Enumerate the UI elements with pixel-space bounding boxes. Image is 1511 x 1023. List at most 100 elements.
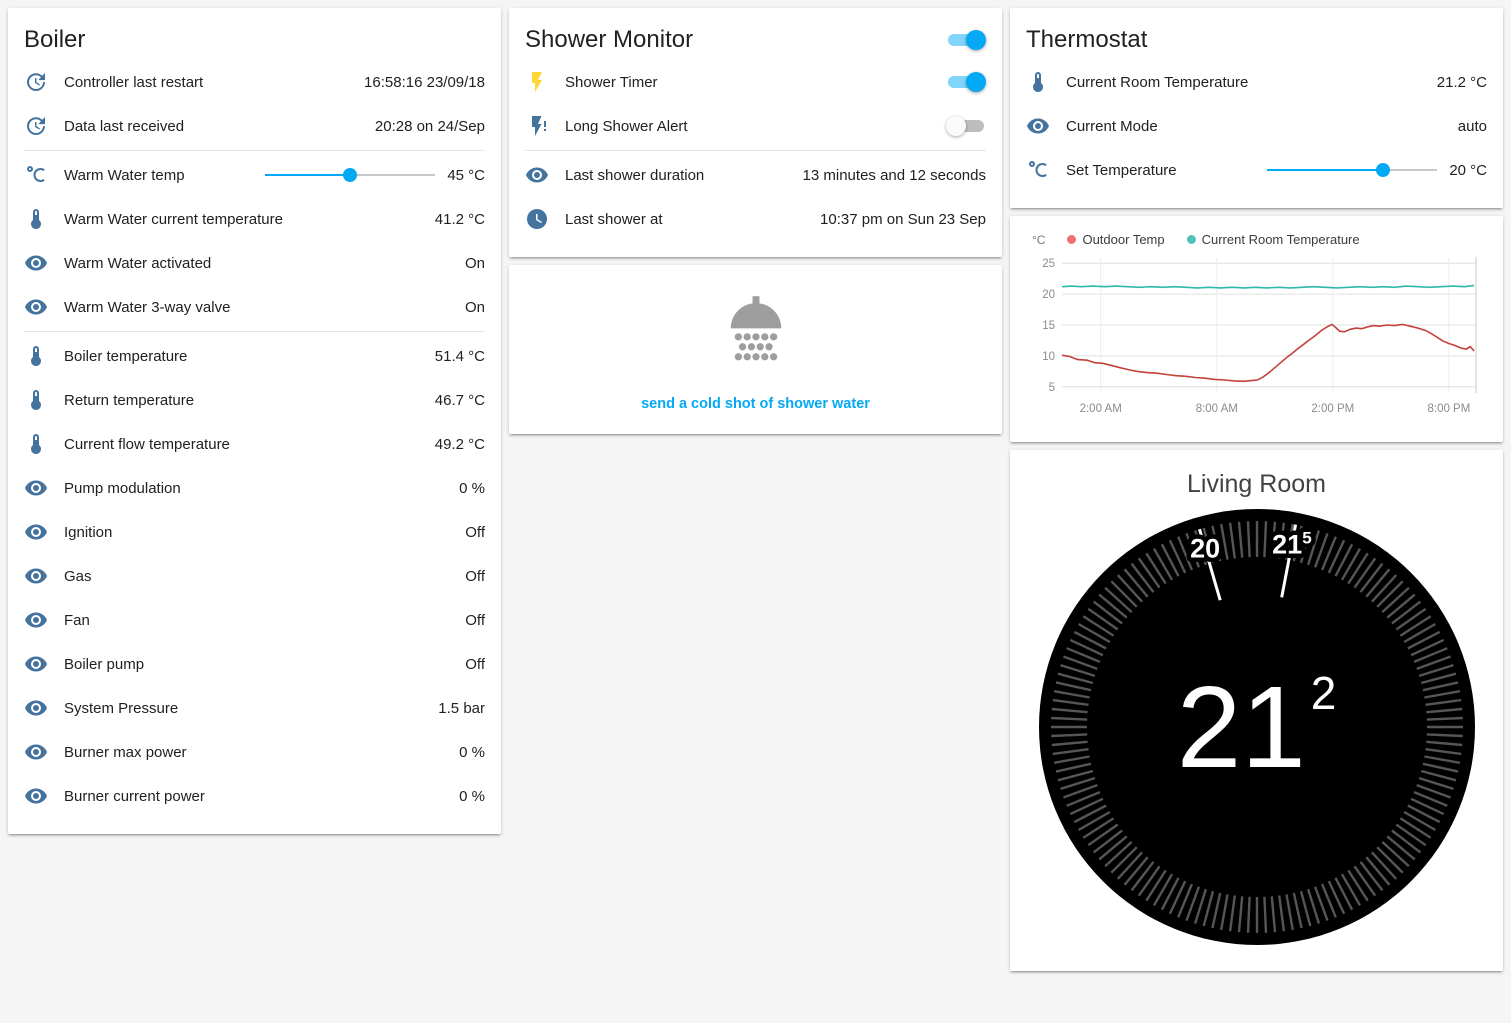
- entity-value: Off: [465, 655, 485, 673]
- toggle-switch[interactable]: [946, 72, 986, 92]
- divider: [525, 150, 986, 151]
- entity-label: Warm Water 3-way valve: [64, 298, 231, 316]
- entity-label: Gas: [64, 567, 92, 585]
- entity-label: Data last received: [64, 117, 185, 135]
- shower-monitor-toggle-switch[interactable]: [946, 30, 986, 50]
- toggle-switch[interactable]: [946, 116, 986, 136]
- legend-item[interactable]: Outdoor Temp: [1067, 232, 1165, 247]
- entity-row[interactable]: Current Room Temperature 21.2 °C: [1026, 60, 1487, 104]
- entity-label: Warm Water activated: [64, 254, 212, 272]
- shower-monitor-card: Shower Monitor Shower Timer Long Shower A…: [509, 8, 1002, 257]
- thermometer-icon: [24, 388, 48, 412]
- entity-row[interactable]: Boiler temperature 51.4 °C: [24, 334, 485, 378]
- card-title-boiler: Boiler: [24, 26, 86, 53]
- clock-restart-icon: [24, 114, 48, 138]
- boiler-rows: Controller last restart 16:58:16 23/09/18…: [24, 60, 485, 818]
- svg-text:8:00 PM: 8:00 PM: [1427, 403, 1470, 415]
- eye-icon: [24, 476, 48, 500]
- entity-value: 10:37 pm on Sun 23 Sep: [820, 210, 986, 228]
- entity-label: Return temperature: [64, 391, 195, 409]
- legend-dot: [1186, 235, 1196, 244]
- legend-label: Current Room Temperature: [1201, 232, 1360, 247]
- flash-icon: [525, 70, 549, 94]
- entity-row[interactable]: Ignition Off: [24, 510, 485, 554]
- entity-label: Long Shower Alert: [565, 117, 688, 135]
- entity-row[interactable]: Current flow temperature 49.2 °C: [24, 422, 485, 466]
- eye-icon: [24, 564, 48, 588]
- eye-icon: [1026, 114, 1050, 138]
- entity-label: Controller last restart: [64, 73, 204, 91]
- svg-text:5: 5: [1049, 382, 1055, 394]
- cold-shot-button[interactable]: send a cold shot of shower water: [641, 396, 870, 412]
- entity-label: Warm Water current temperature: [64, 210, 283, 228]
- svg-text:20: 20: [1190, 533, 1220, 563]
- entity-label: Pump modulation: [64, 479, 181, 497]
- thermometer-icon: [24, 207, 48, 231]
- entity-value: On: [464, 254, 485, 272]
- entity-value: Off: [465, 611, 485, 629]
- shower-head-icon: [710, 287, 802, 384]
- entity-row[interactable]: Warm Water temp 45 °C: [24, 153, 485, 197]
- entity-label: Last shower duration: [565, 166, 705, 184]
- eye-icon: [24, 696, 48, 720]
- entity-row[interactable]: Last shower duration 13 minutes and 12 se…: [525, 153, 986, 197]
- shower-card-header: Shower Monitor: [525, 16, 986, 60]
- card-title-shower-monitor: Shower Monitor: [525, 26, 694, 53]
- svg-text:8:00 AM: 8:00 AM: [1196, 403, 1238, 415]
- entity-row[interactable]: Burner max power 0 %: [24, 730, 485, 774]
- flash-alert-icon: [525, 114, 549, 138]
- entity-row[interactable]: Controller last restart 16:58:16 23/09/18: [24, 60, 485, 104]
- entity-row[interactable]: Gas Off: [24, 554, 485, 598]
- temperature-slider[interactable]: [1267, 158, 1438, 182]
- entity-row[interactable]: Data last received 20:28 on 24/Sep: [24, 104, 485, 148]
- shower-rows: Shower Timer Long Shower Alert Last shower…: [525, 60, 986, 241]
- divider: [24, 150, 485, 151]
- entity-value: 0 %: [459, 479, 485, 497]
- history-chart: 5 10 15 20 25 2:00 AM 8:00 AM 2:00 PM 8:00 PM: [1042, 257, 1477, 415]
- entity-row[interactable]: Current Mode auto: [1026, 104, 1487, 148]
- thermostat-card-header: Thermostat: [1026, 16, 1487, 60]
- entity-label: Current flow temperature: [64, 435, 230, 453]
- eye-icon: [24, 608, 48, 632]
- entity-row[interactable]: Return temperature 46.7 °C: [24, 378, 485, 422]
- entity-value: auto: [1457, 117, 1487, 135]
- entity-label: Last shower at: [565, 210, 663, 228]
- temperature-slider[interactable]: [265, 163, 436, 187]
- dial-title: Living Room: [1187, 470, 1326, 498]
- entity-row[interactable]: Boiler pump Off: [24, 642, 485, 686]
- entity-value: 16:58:16 23/09/18: [364, 73, 485, 91]
- entity-row[interactable]: Last shower at 10:37 pm on Sun 23 Sep: [525, 197, 986, 241]
- eye-icon: [24, 652, 48, 676]
- svg-text:2:00 PM: 2:00 PM: [1311, 403, 1354, 415]
- legend-items: Outdoor Temp Current Room Temperature: [1067, 232, 1360, 247]
- column-3: Thermostat Current Room Temperature 21.2 …: [1010, 8, 1503, 971]
- entity-value: 1.5 bar: [438, 699, 485, 717]
- celsius-icon: [1026, 158, 1050, 182]
- entity-row[interactable]: Long Shower Alert: [525, 104, 986, 148]
- entity-value: 45 °C: [447, 166, 485, 184]
- entity-row[interactable]: Warm Water 3-way valve On: [24, 285, 485, 329]
- entity-row[interactable]: Pump modulation 0 %: [24, 466, 485, 510]
- thermometer-icon: [1026, 70, 1050, 94]
- entity-row[interactable]: Fan Off: [24, 598, 485, 642]
- entity-row[interactable]: Burner current power 0 %: [24, 774, 485, 818]
- thermostat-dial-graphic: 20 215: [1038, 509, 1475, 945]
- eye-icon: [24, 520, 48, 544]
- living-room-thermostat-card: Living Room 20 215 21 2: [1010, 450, 1503, 971]
- svg-text:15: 15: [1042, 320, 1055, 332]
- legend-item[interactable]: Current Room Temperature: [1186, 232, 1360, 247]
- thermometer-icon: [24, 432, 48, 456]
- entity-label: Set Temperature: [1066, 161, 1177, 179]
- thermostat-dial[interactable]: 20 215 21 2: [1037, 507, 1477, 947]
- entity-value: 21.2 °C: [1436, 73, 1487, 91]
- entity-label: Shower Timer: [565, 73, 658, 91]
- entity-row[interactable]: System Pressure 1.5 bar: [24, 686, 485, 730]
- thermostat-rows: Current Room Temperature 21.2 °C Current M…: [1026, 60, 1487, 192]
- entity-row[interactable]: Set Temperature 20 °C: [1026, 148, 1487, 192]
- entity-label: Boiler pump: [64, 655, 145, 673]
- entity-row[interactable]: Warm Water activated On: [24, 241, 485, 285]
- entity-row[interactable]: Shower Timer: [525, 60, 986, 104]
- chart-unit-label: °C: [1032, 232, 1046, 247]
- entity-row[interactable]: Warm Water current temperature 41.2 °C: [24, 197, 485, 241]
- entity-label: Current Mode: [1066, 117, 1158, 135]
